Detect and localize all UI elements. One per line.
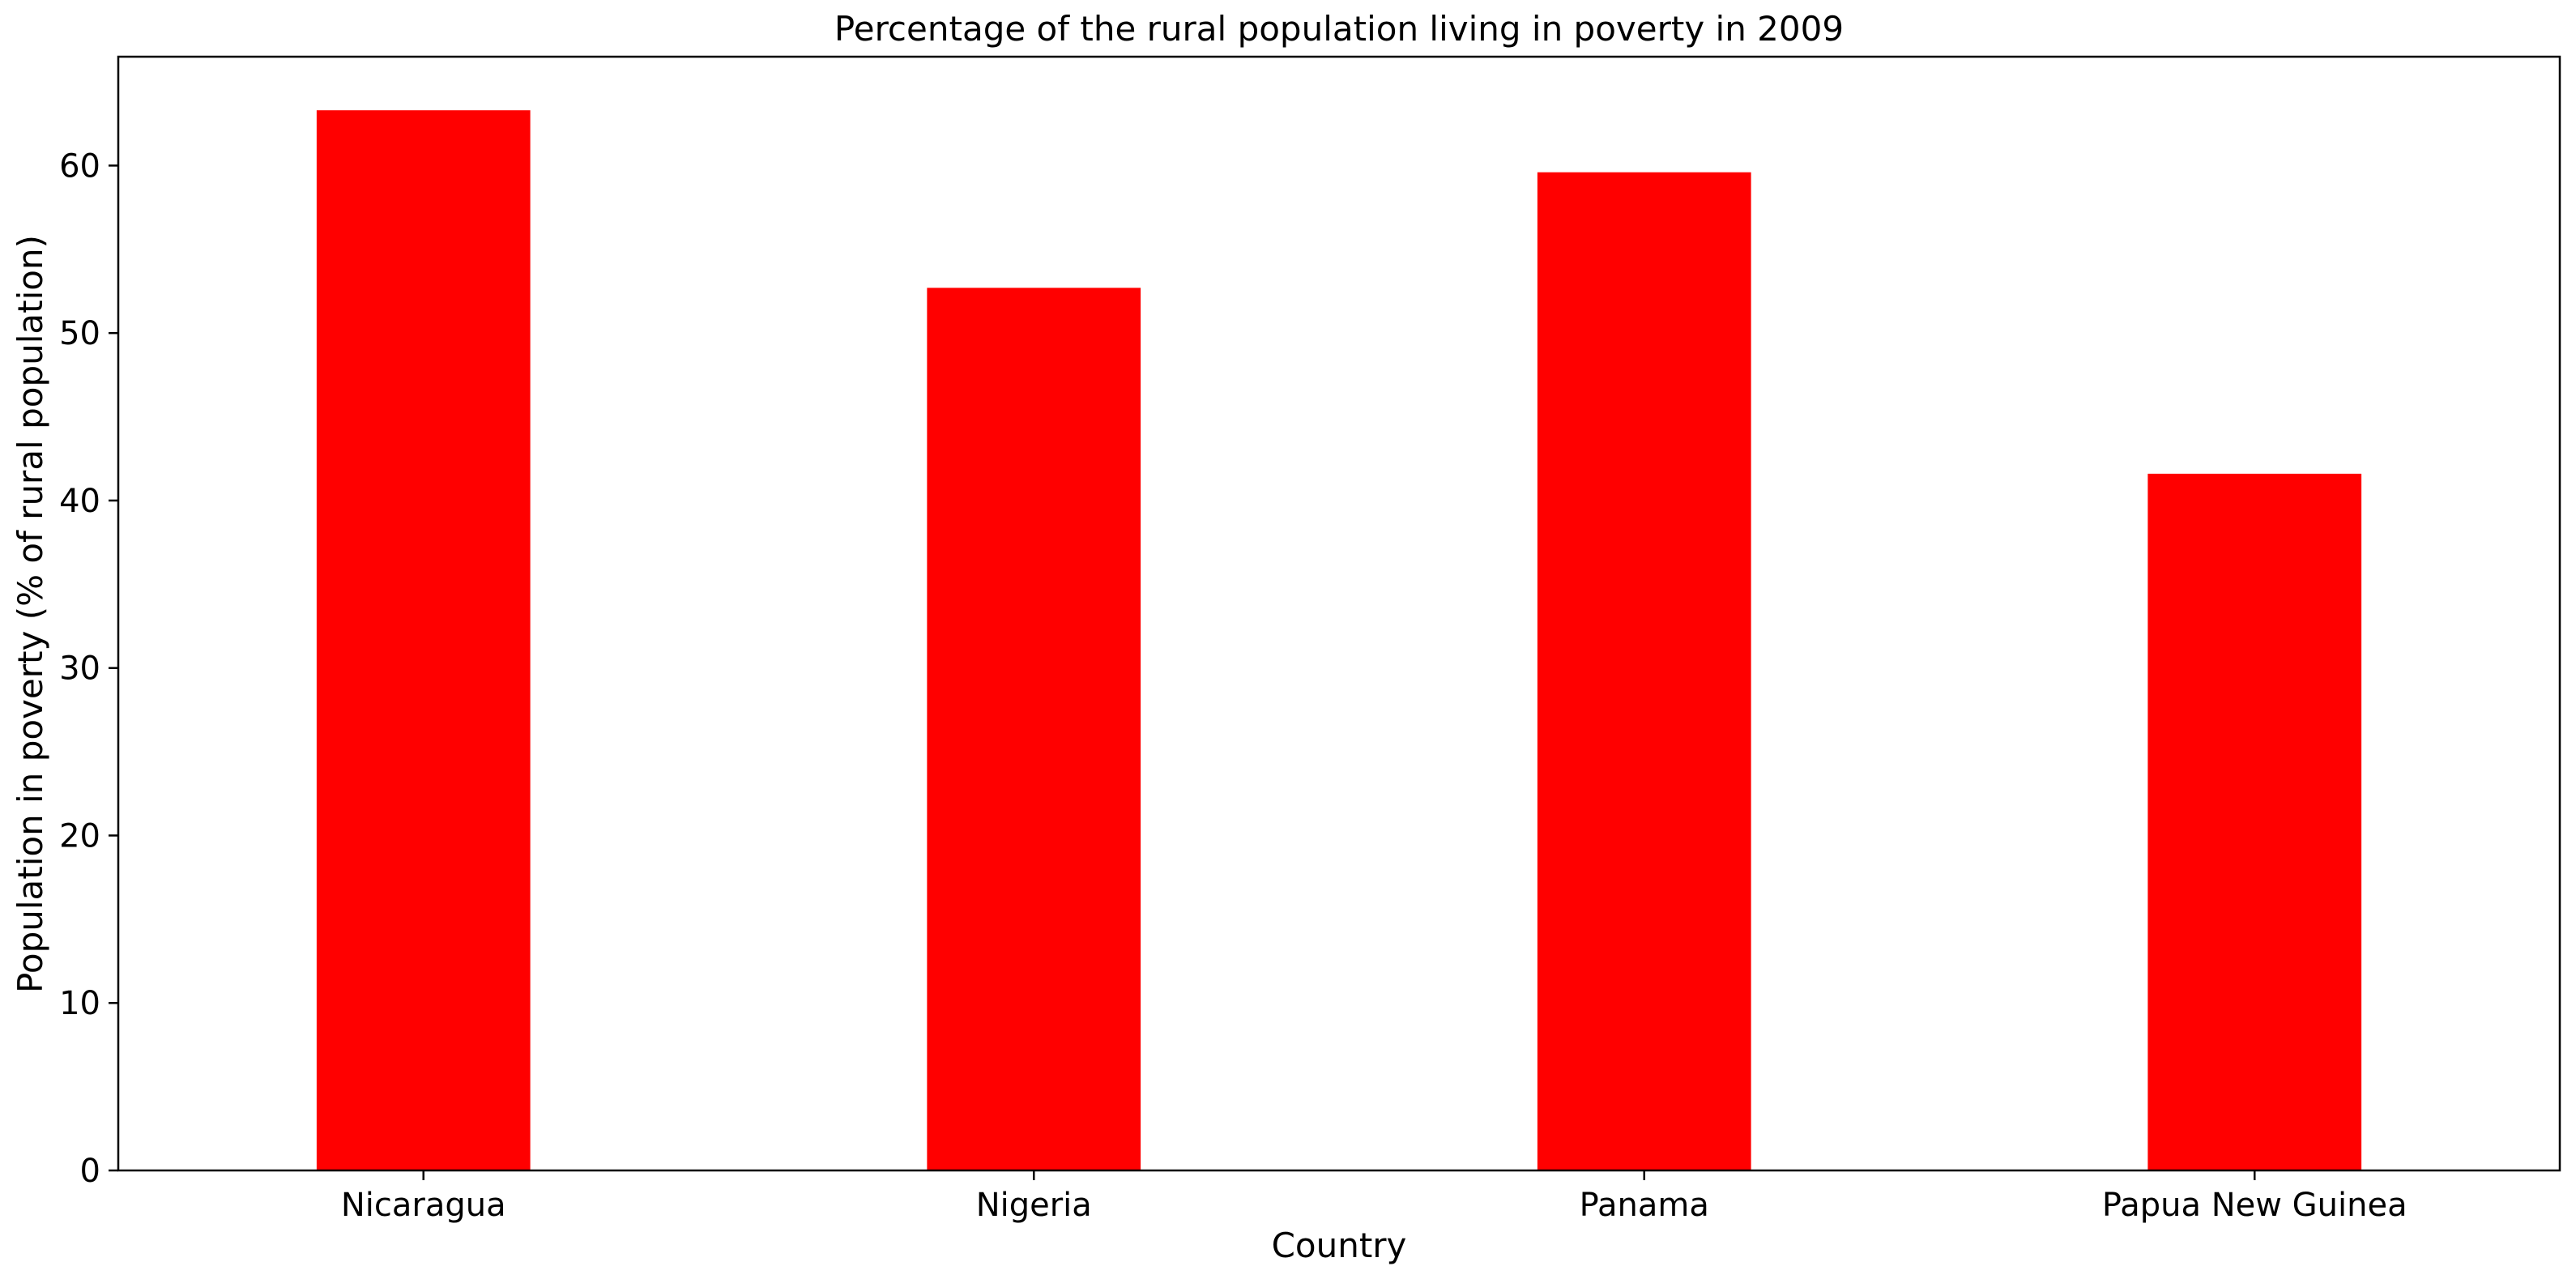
bar-nigeria xyxy=(927,288,1141,1170)
x-axis-label: Country xyxy=(1272,1226,1407,1265)
y-axis-label: Population in poverty (% of rural popula… xyxy=(11,235,50,993)
x-tick-label: Panama xyxy=(1580,1187,1709,1224)
y-tick-label: 10 xyxy=(59,985,100,1022)
bar-papua-new-guinea xyxy=(2147,473,2362,1170)
plot-frame xyxy=(117,55,2561,1172)
x-tick-label: Papua New Guinea xyxy=(2102,1187,2408,1224)
y-tick-label: 30 xyxy=(59,650,100,688)
y-tick-label: 60 xyxy=(59,147,100,185)
y-tick-label: 0 xyxy=(80,1153,100,1190)
y-axis-ticks: 0 10 20 30 40 50 60 xyxy=(59,147,118,1190)
y-tick-label: 20 xyxy=(59,817,100,855)
bars-group xyxy=(316,110,2362,1171)
chart-title: Percentage of the rural population livin… xyxy=(834,9,1844,49)
x-tick-label: Nigeria xyxy=(976,1187,1092,1224)
bar-panama xyxy=(1537,172,1751,1170)
y-tick-label: 40 xyxy=(59,483,100,520)
x-axis-ticks: Nicaragua Nigeria Panama Papua New Guinea xyxy=(341,1170,2408,1224)
y-tick-label: 50 xyxy=(59,315,100,352)
bar-nicaragua xyxy=(316,110,531,1171)
x-tick-label: Nicaragua xyxy=(341,1187,506,1224)
